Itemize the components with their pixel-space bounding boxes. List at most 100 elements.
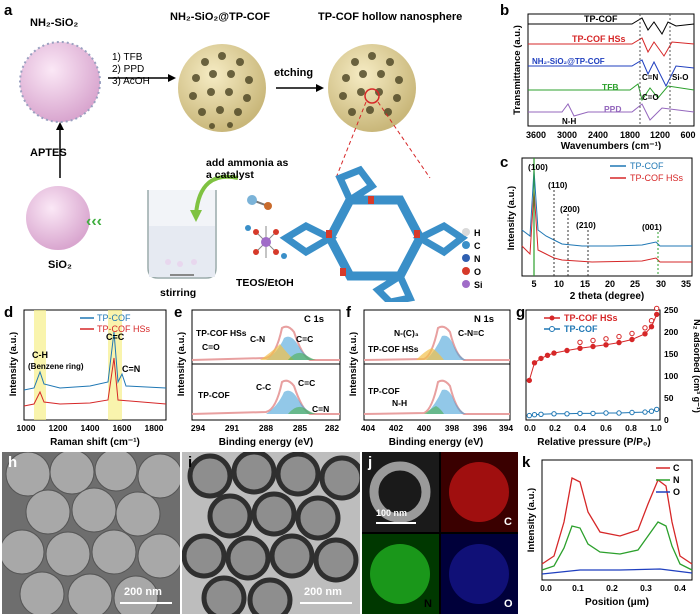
b-xtick: 2400: [588, 130, 608, 140]
step-1: 1) TFB: [112, 52, 143, 63]
b-anno-nh: N-H: [562, 117, 576, 126]
g-data-point: [654, 406, 660, 413]
e-anno-cn: C-N: [250, 334, 265, 344]
g-xtick: 0.2: [549, 423, 561, 433]
raman-hss: [23, 357, 167, 407]
k-line-o: [541, 568, 693, 575]
schematic-svg: ‹‹‹: [19, 11, 483, 302]
k-legend-o: O: [673, 487, 680, 497]
panel-letter-c: c: [500, 154, 509, 171]
c-ylabel: Intensity (a.u.): [506, 186, 517, 250]
b-anno-co: C=O: [642, 93, 659, 102]
d-xlabel: Raman shift (cm⁻¹): [50, 437, 140, 448]
g-xtick: 1.0: [650, 423, 662, 433]
g-legend-hss: TP-COF HSs: [564, 313, 618, 323]
f-xtick: 394: [499, 423, 513, 433]
c-xtick: 25: [630, 279, 640, 289]
g-data-point: [577, 339, 583, 345]
b-label-tfb: TFB: [602, 82, 619, 92]
g-data-point: [648, 318, 655, 324]
d-anno-cn: C=N: [122, 364, 140, 374]
k-line-c: [541, 477, 693, 565]
d-xtick: 1400: [81, 423, 100, 433]
panel-letter-k: k: [522, 454, 531, 471]
hollow-sphere: [328, 44, 416, 132]
k-xtick: 0.0: [540, 583, 552, 593]
g-data-point: [629, 336, 635, 343]
f-label-hss: TP-COF HSs: [368, 344, 419, 354]
panel-letter-j: j: [368, 454, 373, 471]
panel-d-raman: d TP-COF TP-COF HSs C-H (Benzene ring) C…: [0, 302, 170, 450]
b-xtick: 3000: [557, 130, 577, 140]
svg-text:‹‹‹: ‹‹‹: [86, 213, 102, 230]
c-peak: (200): [560, 204, 580, 214]
f-ylabel: Intensity (a.u.): [348, 332, 359, 396]
g-data-point: [551, 411, 557, 417]
legend-c: C: [474, 241, 481, 251]
j-label-c: C: [504, 516, 512, 528]
d-xtick: 1000: [17, 423, 36, 433]
b-label-tpcof: TP-COF: [584, 14, 618, 24]
g-data-point: [616, 339, 622, 346]
sio2-sphere: [26, 186, 90, 250]
g-data-point: [603, 342, 609, 348]
g-data-point: [526, 412, 533, 419]
ammonia-label-2: a catalyst: [206, 169, 254, 181]
e-xtick: 288: [259, 423, 273, 433]
g-xtick: 0.6: [600, 423, 612, 433]
g-xtick: 0.0: [524, 423, 536, 433]
g-data-point: [616, 333, 622, 340]
g-data-point: [654, 311, 660, 318]
d-xtick: 1600: [113, 423, 132, 433]
panel-g-isotherm: g TP-COF HSs TP-COF 0.0 0.2 0.4 0.6 0.8 …: [514, 302, 700, 450]
d-legend-hss: TP-COF HSs: [97, 324, 150, 334]
node-middle: NH₂-SiO₂@TP-COF: [170, 11, 270, 23]
g-data-point: [654, 305, 660, 312]
c-xtick: 35: [681, 279, 691, 289]
legend-si: Si: [474, 280, 483, 290]
d-xtick: 1800: [145, 423, 164, 433]
panel-h-sem: h 200 nm: [2, 452, 180, 614]
ftir-tfb: [528, 83, 695, 102]
k-xtick: 0.1: [572, 583, 584, 593]
g-ytick: 50: [664, 393, 674, 403]
g-data-point: [629, 330, 635, 337]
panel-letter-d: d: [4, 304, 14, 321]
g-data-point: [590, 343, 596, 350]
e-title: C 1s: [304, 314, 324, 325]
g-data-point: [551, 350, 557, 356]
legend-o: O: [474, 267, 481, 277]
cof-sphere: [178, 44, 266, 132]
ftir-sio2cof: [528, 59, 695, 88]
g-data-point: [564, 411, 570, 417]
c-legend-hss: TP-COF HSs: [630, 173, 683, 183]
panel-k-linescan: k C N O 0.0 0.1 0.2 0.3 0.4 Position (μm…: [520, 452, 700, 616]
e-label-tpcof: TP-COF: [198, 390, 230, 400]
cof-framework: [279, 165, 468, 302]
g-data-point: [564, 347, 570, 354]
c-xtick: 15: [580, 279, 590, 289]
e-xtick: 294: [191, 423, 205, 433]
ammonia-label-1: add ammonia as: [206, 157, 288, 169]
teos-label: TEOS/EtOH: [236, 277, 294, 289]
d-anno-ch: C-H: [32, 350, 48, 360]
g-data-point: [531, 360, 538, 366]
f-anno-cnc: C-N=C: [458, 328, 484, 338]
e-anno-cdn: C=N: [312, 404, 329, 414]
c-xtick: 10: [554, 279, 564, 289]
f-xtick: 402: [389, 423, 403, 433]
g-ytick: 100: [664, 371, 678, 381]
g-data-point: [648, 324, 655, 330]
e-anno-cdc: C=C: [298, 378, 315, 388]
g-data-point: [538, 411, 544, 418]
k-xtick: 0.4: [674, 583, 686, 593]
g-data-point: [577, 345, 583, 351]
f-anno-nc3: N-(C)₃: [394, 328, 419, 338]
ammonia-molecule: [247, 195, 272, 210]
node-start: NH₂-SiO₂: [30, 17, 78, 29]
c-peak: (100): [528, 162, 548, 172]
k-xtick: 0.3: [640, 583, 652, 593]
node-final: TP-COF hollow nanosphere: [318, 11, 462, 23]
g-ytick: 0: [664, 415, 669, 425]
aptes-label: APTES: [30, 147, 67, 159]
